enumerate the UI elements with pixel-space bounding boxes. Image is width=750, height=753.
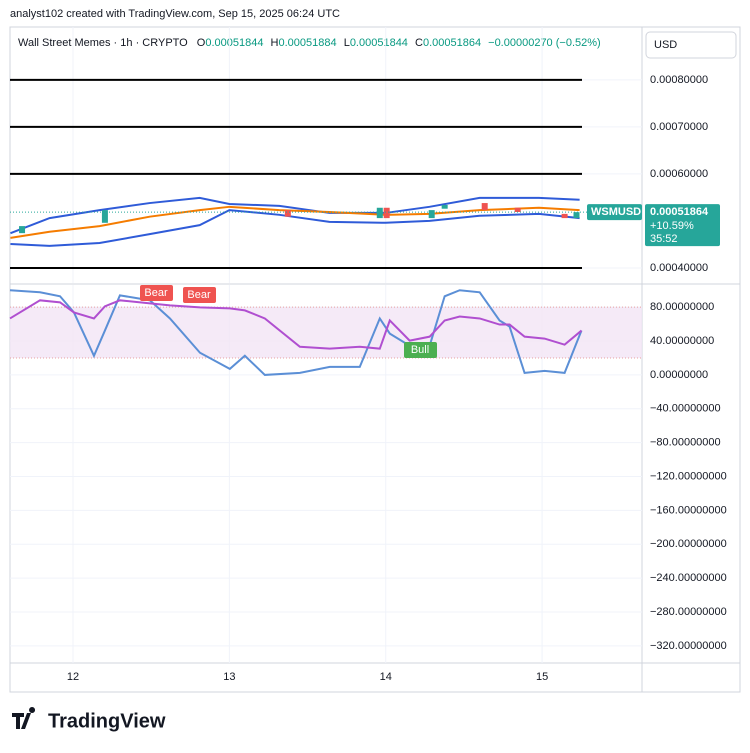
price-tag-text: 0.00051864: [650, 206, 709, 218]
y-tick-label: 0.00000000: [650, 369, 708, 381]
logo: TradingView: [12, 707, 166, 732]
currency-button[interactable]: [645, 31, 737, 59]
candle: [428, 210, 435, 219]
annotation-box: [140, 285, 173, 301]
currency[interactable]: USD: [654, 39, 677, 51]
y-tick-label: −120.00000000: [650, 470, 727, 482]
price-change: +10.59%: [650, 220, 694, 232]
candle: [481, 203, 488, 211]
series-line: [10, 205, 580, 239]
ohlc-value: 0.00051844: [205, 37, 263, 49]
symbol-line: Wall Street Memes · 1h · CRYPTO O0.00051…: [18, 37, 601, 49]
y-tick-label: −280.00000000: [650, 606, 727, 618]
candle: [284, 210, 291, 217]
brand: TradingView: [48, 710, 166, 732]
price-tag: [645, 204, 720, 247]
candle: [573, 212, 580, 219]
ohlc-label: C: [415, 37, 423, 49]
x-tick-label: 15: [536, 671, 548, 683]
annotation-box: [404, 342, 437, 358]
y-tick-label: −80.00000000: [650, 437, 721, 449]
x-tick-label: 13: [223, 671, 235, 683]
symbol: Wall Street Memes · 1h · CRYPTO: [18, 37, 188, 49]
y-tick-label: 0.00060000: [650, 168, 708, 180]
candle: [441, 204, 448, 209]
y-tick-label: −40.00000000: [650, 403, 721, 415]
candle: [383, 207, 390, 219]
y-tick-label: −160.00000000: [650, 504, 727, 516]
y-tick-label: 0.00080000: [650, 74, 708, 86]
band: [10, 307, 642, 358]
series-line: [9, 299, 583, 350]
candle: [561, 213, 568, 219]
annotation-box: [183, 287, 216, 303]
y-tick-label: 0.00040000: [650, 262, 708, 274]
y-tick-label: −240.00000000: [650, 572, 727, 584]
x-tick-label: 14: [380, 671, 392, 683]
y-tick-label: 40.00000000: [650, 335, 714, 347]
symbol-tag: [587, 204, 642, 221]
y-tick-label: −200.00000000: [650, 538, 727, 550]
x-tick-label: 12: [67, 671, 79, 683]
countdown: 35:52: [650, 233, 678, 245]
attribution: analyst102 created with TradingView.com,…: [10, 8, 340, 20]
y-tick-label: 0.00070000: [650, 121, 708, 133]
logo-icon: [12, 707, 36, 729]
ohlc-label: H: [271, 37, 279, 49]
ohlc-value: 0.00051844: [350, 37, 408, 49]
ohlc-value: 0.00051864: [423, 37, 481, 49]
y-tick-label: −320.00000000: [650, 640, 727, 652]
series-line: [9, 289, 583, 376]
ohlc-value: 0.00051884: [279, 37, 337, 49]
candle: [19, 226, 26, 234]
series-line: [10, 196, 580, 235]
ohlc-label: O: [197, 37, 206, 49]
change: −0.00000270 (−0.52%): [488, 37, 601, 49]
annotation: Bear: [187, 289, 211, 301]
series-line: [10, 209, 580, 247]
candle: [514, 207, 521, 212]
candle: [101, 210, 108, 223]
frame: [9, 26, 741, 693]
annotation: Bull: [411, 344, 429, 356]
symbol-tag-text: WSMUSD: [591, 206, 641, 218]
y-tick-label: 80.00000000: [650, 301, 714, 313]
candle: [376, 207, 383, 219]
annotation: Bear: [144, 287, 168, 299]
ohlc-label: L: [344, 37, 350, 49]
